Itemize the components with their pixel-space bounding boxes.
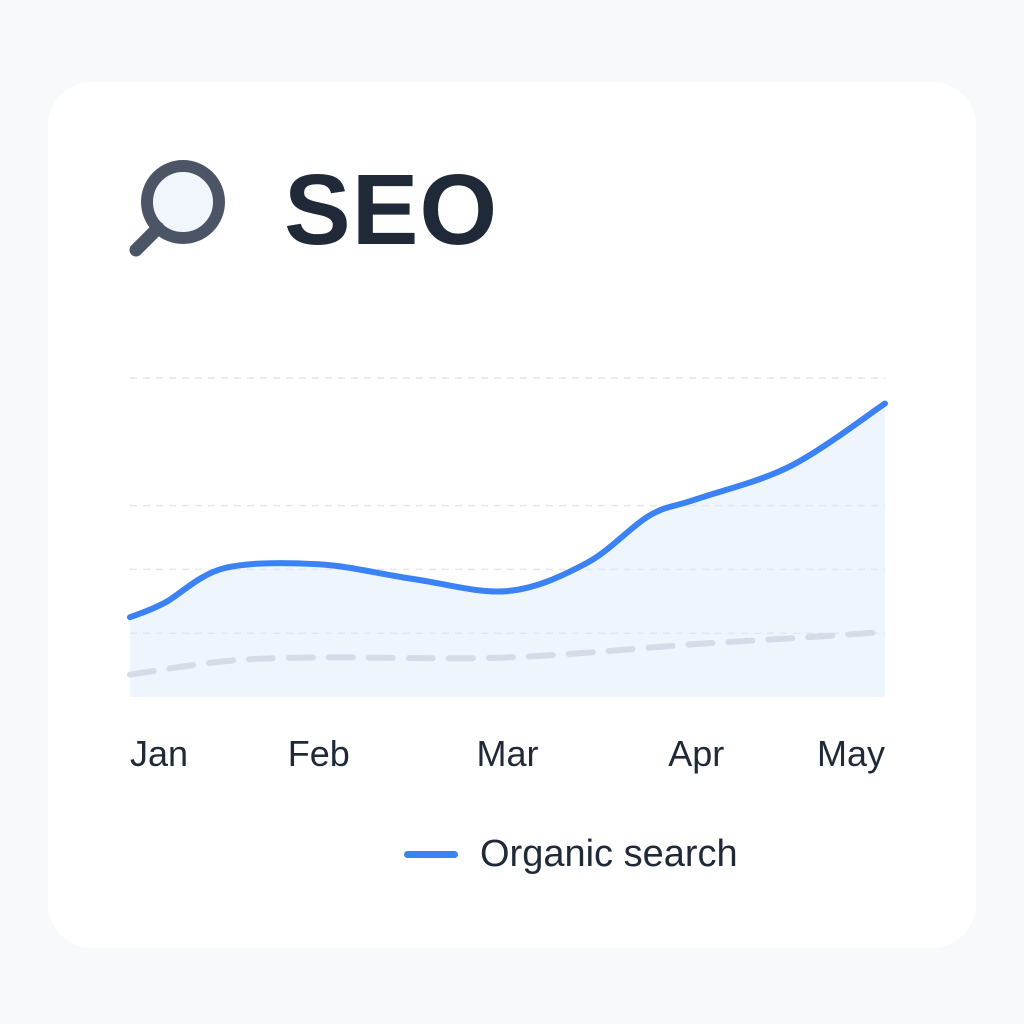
legend-swatch-organic-search [404,850,458,858]
legend-label-organic-search: Organic search [480,832,738,875]
chart-title: SEO [284,153,499,266]
magnifying-glass-icon [128,154,240,266]
chart-header: SEO [128,150,498,270]
chart-legend: Organic search [404,828,738,880]
